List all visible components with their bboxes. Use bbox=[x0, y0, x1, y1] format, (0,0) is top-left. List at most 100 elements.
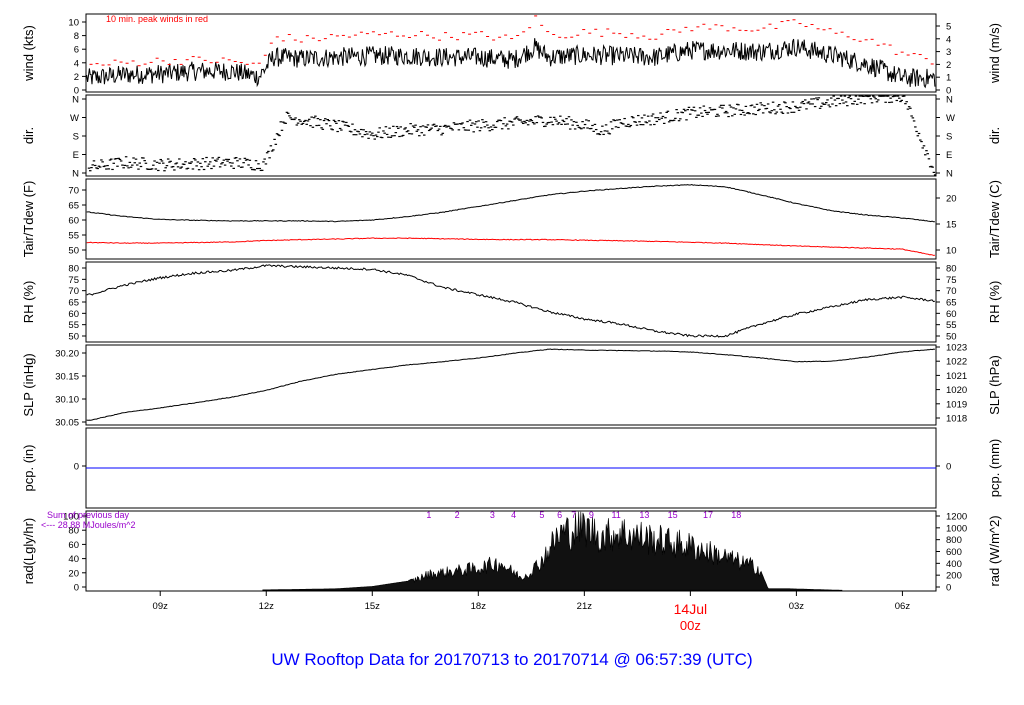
panel-frame-tair bbox=[85, 178, 937, 260]
right-tick-label: 1200 bbox=[946, 512, 967, 523]
left-tick-label: 30.20 bbox=[55, 349, 79, 360]
ylabel-right-dir: dir. bbox=[987, 127, 1002, 144]
left-tick-label: 70 bbox=[68, 186, 79, 197]
right-tick-label: 800 bbox=[946, 535, 962, 546]
ylabel-right-wind: wind (m/s) bbox=[987, 23, 1002, 84]
left-tick-label: W bbox=[70, 113, 79, 124]
x-tick-label: 12z bbox=[259, 601, 275, 612]
radiation-peak-label: 11 bbox=[611, 510, 620, 520]
radiation-peak-label: 5 bbox=[539, 510, 544, 520]
footer-title: UW Rooftop Data for 20170713 to 20170714… bbox=[271, 650, 753, 669]
left-tick-label: 0 bbox=[74, 583, 79, 594]
left-tick-label: 30.05 bbox=[55, 418, 79, 429]
left-tick-label: 50 bbox=[68, 332, 79, 343]
left-tick-label: 4 bbox=[74, 58, 79, 69]
ylabel-left-wind: wind (kts) bbox=[21, 25, 36, 82]
left-tick-label: 70 bbox=[68, 286, 79, 297]
panel-frame-wind bbox=[85, 13, 937, 93]
right-tick-label: 4 bbox=[946, 34, 951, 45]
radiation-peak-label: 1 bbox=[426, 510, 431, 520]
ylabel-right-pcp: pcp. (mm) bbox=[987, 439, 1002, 498]
radiation-sum-note: Sum of previous day bbox=[47, 510, 130, 520]
ylabel-left-dir: dir. bbox=[21, 127, 36, 144]
right-tick-label: 5 bbox=[946, 22, 951, 33]
right-tick-label: 60 bbox=[946, 309, 957, 320]
right-tick-label: E bbox=[946, 150, 952, 161]
tair-series-line-1 bbox=[86, 237, 935, 256]
left-tick-label: 60 bbox=[68, 540, 79, 551]
x-tick-label: 03z bbox=[789, 601, 805, 612]
right-tick-label: 2 bbox=[946, 60, 951, 71]
radiation-peak-label: 15 bbox=[668, 510, 678, 520]
radiation-peak-label: 17 bbox=[703, 510, 713, 520]
ylabel-right-rh: RH (%) bbox=[987, 281, 1002, 324]
left-tick-label: N bbox=[72, 169, 79, 180]
right-tick-label: 1021 bbox=[946, 371, 967, 382]
radiation-area bbox=[262, 511, 843, 591]
left-tick-label: 2 bbox=[74, 72, 79, 83]
left-tick-label: 50 bbox=[68, 246, 79, 257]
right-tick-label: 400 bbox=[946, 559, 962, 570]
right-tick-label: 3 bbox=[946, 47, 951, 58]
right-tick-label: 55 bbox=[946, 320, 957, 331]
radiation-peak-label: 6 bbox=[557, 510, 562, 520]
right-tick-label: N bbox=[946, 95, 953, 106]
radiation-peak-label: 2 bbox=[455, 510, 460, 520]
left-tick-label: 65 bbox=[68, 298, 79, 309]
radiation-peak-label: 3 bbox=[490, 510, 495, 520]
right-tick-label: W bbox=[946, 113, 955, 124]
right-tick-label: S bbox=[946, 132, 952, 143]
radiation-peak-label: 7 bbox=[571, 510, 576, 520]
left-tick-label: 30.10 bbox=[55, 395, 79, 406]
right-tick-label: 1022 bbox=[946, 357, 967, 368]
right-tick-label: 1019 bbox=[946, 399, 967, 410]
left-tick-label: 30.15 bbox=[55, 372, 79, 383]
right-tick-label: 1000 bbox=[946, 523, 967, 534]
date-marker-day: 14Jul bbox=[674, 601, 707, 617]
ylabel-right-tair: Tair/Tdew (C) bbox=[987, 180, 1002, 258]
left-tick-label: E bbox=[73, 150, 79, 161]
radiation-peak-label: 18 bbox=[731, 510, 741, 520]
radiation-peak-label: 9 bbox=[589, 510, 594, 520]
panel-frame-slp bbox=[85, 344, 937, 426]
radiation-sum-value: <--- 28.88 MJoules/m^2 bbox=[41, 520, 136, 530]
tair-series-line-0 bbox=[86, 183, 935, 223]
ylabel-right-rad: rad (W/m^2) bbox=[987, 515, 1002, 586]
right-tick-label: 0 bbox=[946, 583, 951, 594]
right-tick-label: 0 bbox=[946, 86, 951, 97]
x-tick-label: 21z bbox=[577, 601, 593, 612]
left-tick-label: 75 bbox=[68, 275, 79, 286]
left-tick-label: 20 bbox=[68, 568, 79, 579]
x-tick-label: 15z bbox=[365, 601, 381, 612]
ylabel-left-slp: SLP (inHg) bbox=[21, 353, 36, 416]
right-tick-label: 75 bbox=[946, 275, 957, 286]
left-tick-label: 40 bbox=[68, 554, 79, 565]
left-tick-label: 60 bbox=[68, 216, 79, 227]
left-tick-label: 8 bbox=[74, 31, 79, 42]
right-tick-label: 80 bbox=[946, 264, 957, 275]
left-tick-label: N bbox=[72, 95, 79, 106]
right-tick-label: 50 bbox=[946, 332, 957, 343]
left-tick-label: 0 bbox=[74, 86, 79, 97]
panel-frame-dir bbox=[85, 94, 937, 177]
right-tick-label: 1018 bbox=[946, 414, 967, 425]
left-tick-label: 80 bbox=[68, 264, 79, 275]
x-tick-label: 09z bbox=[153, 601, 169, 612]
left-tick-label: S bbox=[73, 132, 79, 143]
date-marker-time: 00z bbox=[680, 618, 701, 633]
right-tick-label: 70 bbox=[946, 286, 957, 297]
rh-series-line-0 bbox=[86, 264, 936, 338]
x-tick-label: 18z bbox=[471, 601, 487, 612]
right-tick-label: 1 bbox=[946, 73, 951, 84]
x-tick-label: 06z bbox=[895, 601, 911, 612]
ylabel-left-rh: RH (%) bbox=[21, 281, 36, 324]
right-tick-label: 10 bbox=[946, 246, 957, 257]
left-tick-label: 6 bbox=[74, 45, 79, 56]
ylabel-left-pcp: pcp. (in) bbox=[21, 445, 36, 492]
left-tick-label: 0 bbox=[74, 462, 79, 473]
right-tick-label: 0 bbox=[946, 462, 951, 473]
radiation-peak-label: 4 bbox=[511, 510, 516, 520]
right-tick-label: 15 bbox=[946, 220, 957, 231]
ylabel-left-tair: Tair/Tdew (F) bbox=[21, 181, 36, 258]
